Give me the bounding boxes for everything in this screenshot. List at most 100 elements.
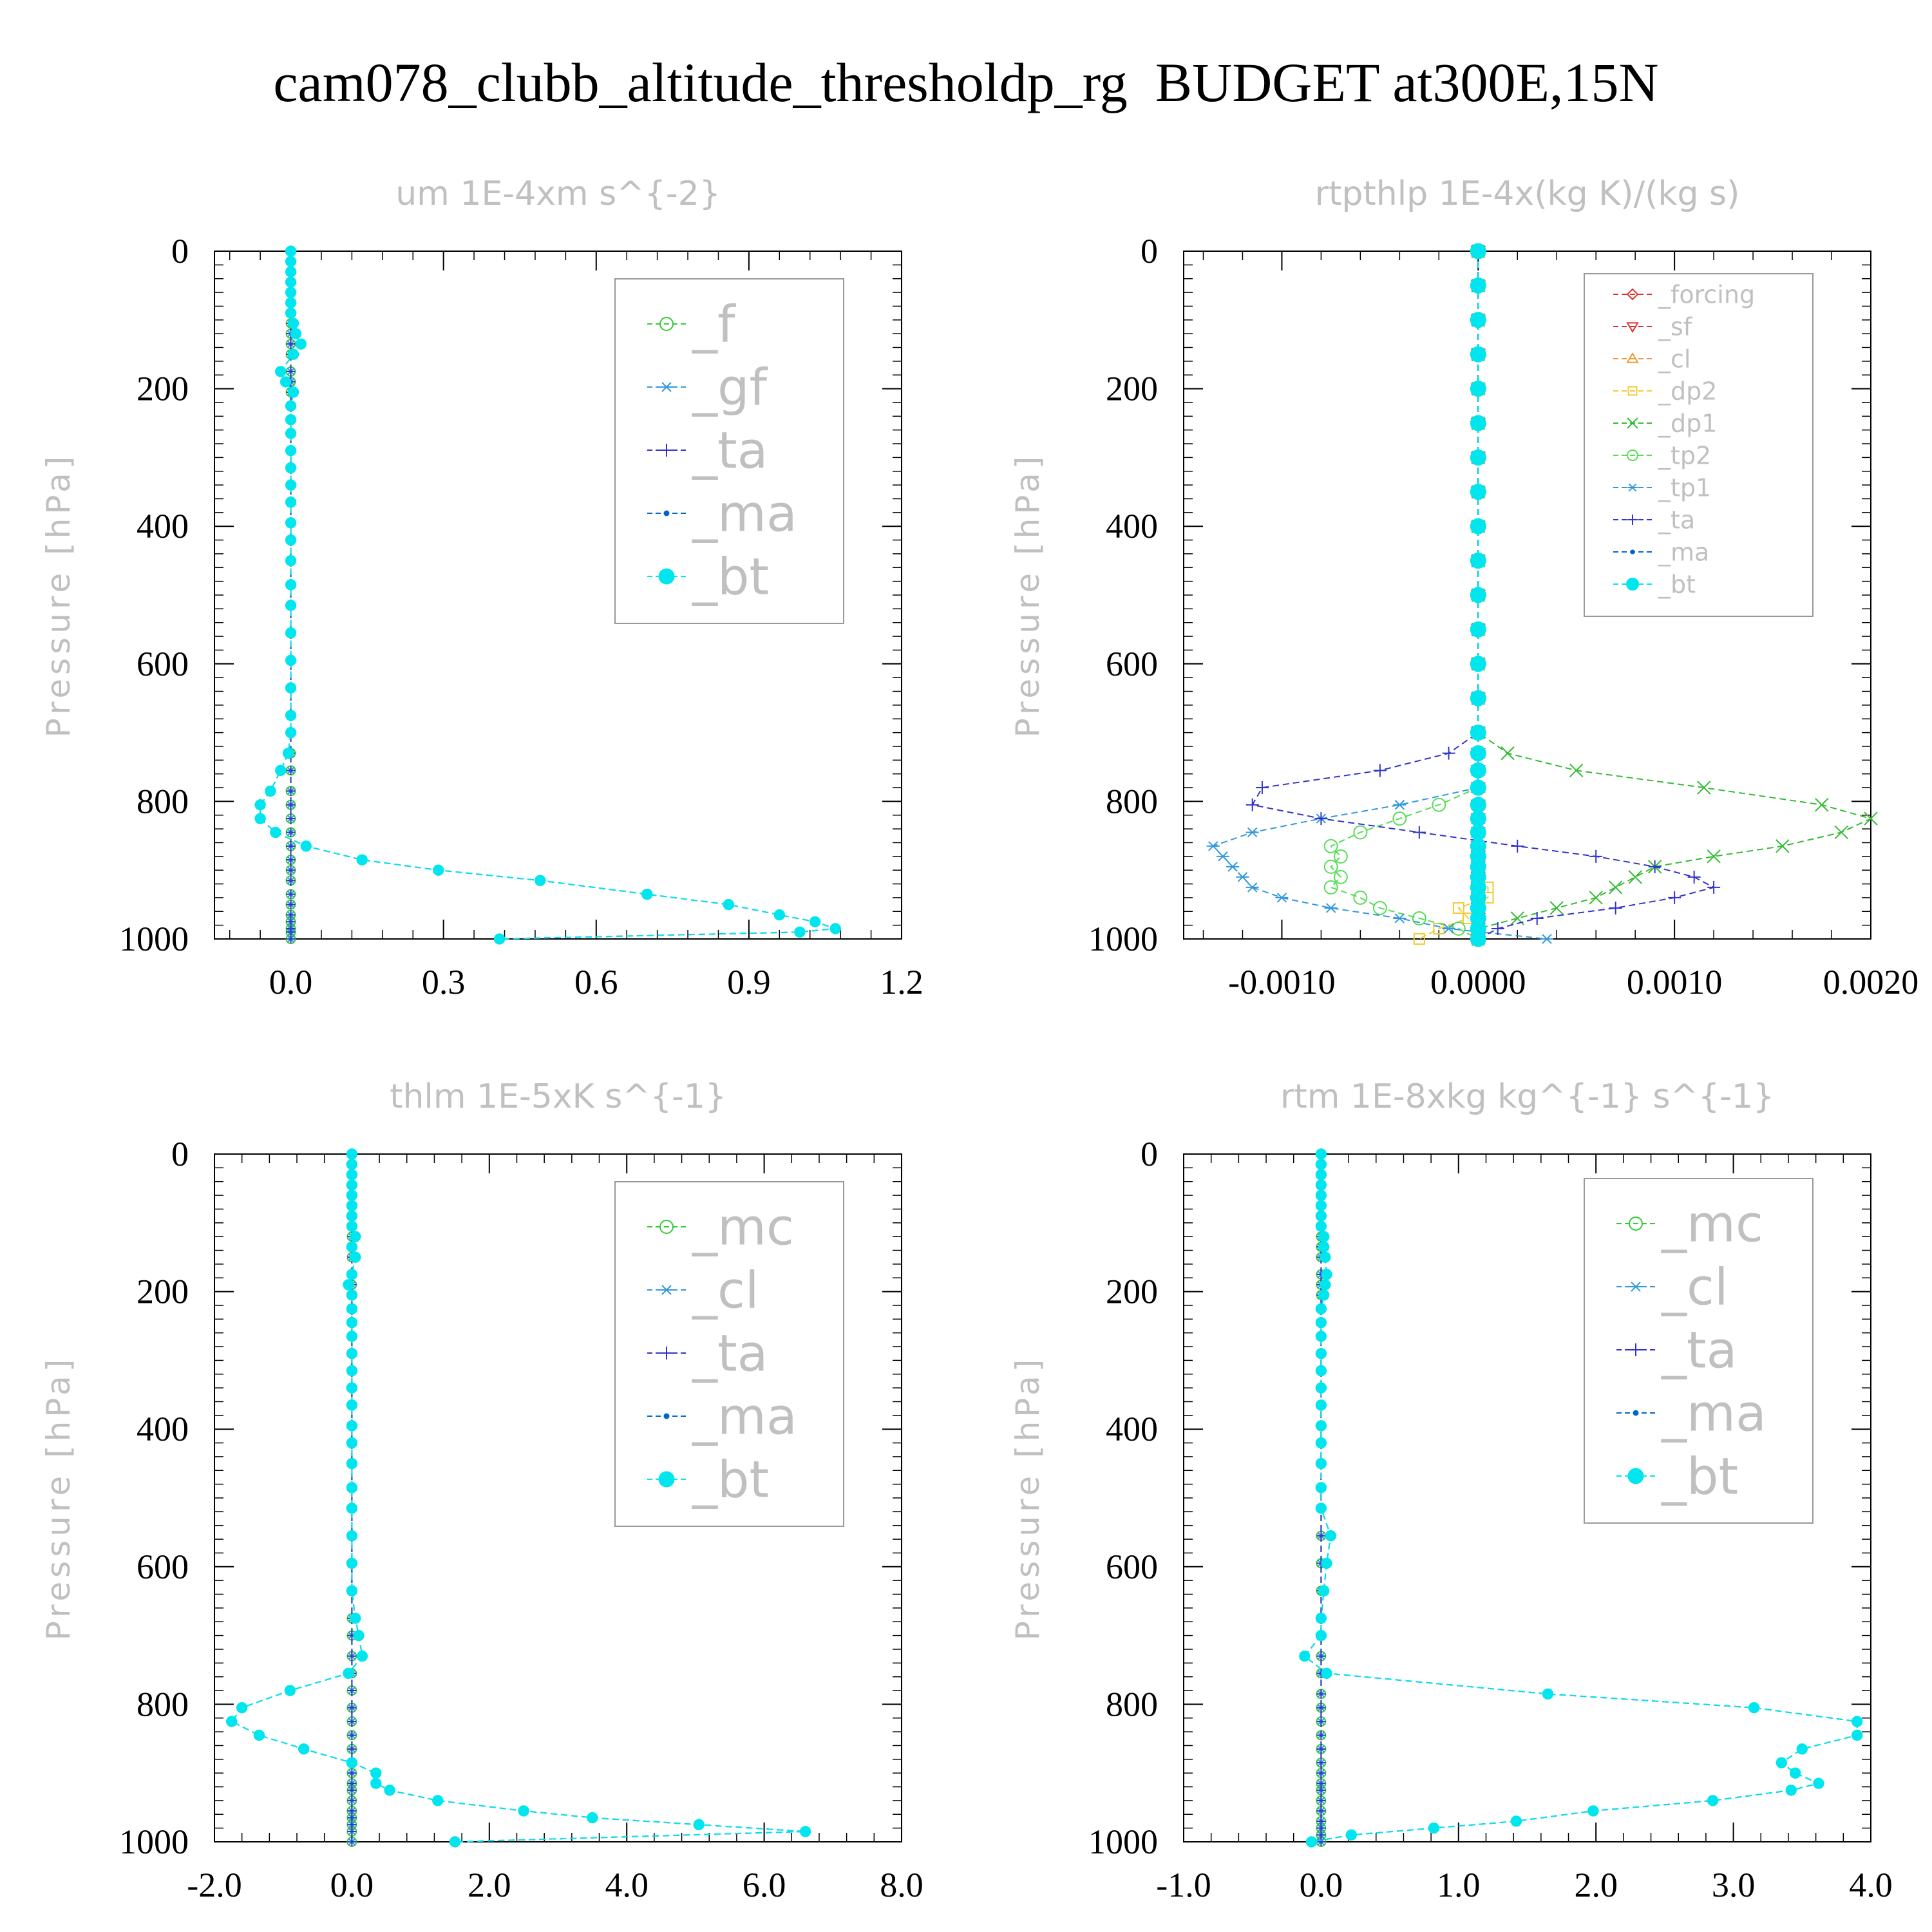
data-point — [587, 1812, 598, 1824]
data-point — [285, 600, 297, 611]
data-point — [1470, 415, 1486, 431]
legend-label: _cl — [692, 1262, 759, 1320]
y-axis-label: Pressure [hPa] — [40, 1356, 77, 1641]
chart-panel-2: 0 200 400 600 800 1000 -0.0010 0.0000 0.0010 0.00… — [1009, 175, 1918, 1001]
data-point — [1789, 1767, 1801, 1779]
legend: _forcing _sf _cl _dp2 _dp1 _tp2 _tp1 _ta _ma _bt — [1584, 273, 1814, 617]
data-point — [298, 1743, 310, 1755]
data-point — [1629, 1343, 1642, 1356]
data-point — [346, 1557, 358, 1569]
series-line — [1419, 251, 1489, 940]
data-point — [1785, 1785, 1797, 1796]
data-point — [1206, 841, 1220, 851]
panel-title: rtm 1E-8xkg kg^{-1} s^{-1} — [1280, 1077, 1774, 1116]
data-point — [1530, 911, 1544, 925]
data-point — [1470, 797, 1486, 813]
y-tick-label: 400 — [1106, 507, 1158, 545]
data-point — [275, 764, 287, 777]
legend-label: _bt — [692, 548, 769, 606]
data-point — [346, 1169, 358, 1180]
data-point — [285, 245, 297, 257]
data-point — [1452, 902, 1464, 914]
data-point — [1569, 763, 1584, 778]
x-tick-label: -2.0 — [187, 1866, 242, 1904]
legend-box — [614, 278, 844, 624]
data-point — [346, 1502, 358, 1514]
data-point — [236, 1702, 248, 1714]
data-point — [658, 1471, 675, 1488]
data-point — [1627, 1468, 1644, 1484]
data-point — [1315, 1159, 1327, 1170]
data-point — [1345, 1829, 1358, 1841]
data-point — [1587, 1805, 1599, 1817]
data-point — [693, 1819, 705, 1830]
x-tick-label: 4.0 — [605, 1866, 649, 1904]
data-point — [794, 926, 806, 938]
data-point — [1316, 1717, 1326, 1727]
data-point — [356, 854, 368, 866]
series-tp1 — [1206, 246, 1553, 944]
data-point — [1796, 1743, 1808, 1755]
data-point — [659, 317, 674, 331]
x-tick-label: 6.0 — [743, 1866, 786, 1904]
data-point — [300, 840, 312, 852]
data-point — [658, 568, 675, 585]
data-point — [1325, 1530, 1337, 1542]
data-point — [285, 400, 297, 412]
legend-box — [1584, 273, 1814, 617]
data-point — [347, 1730, 357, 1740]
x-tick-label: 2.0 — [468, 1866, 511, 1904]
data-point — [1470, 346, 1486, 363]
data-point — [346, 1331, 358, 1342]
data-point — [286, 900, 296, 909]
data-point — [1470, 762, 1486, 779]
legend-label: _dp2 — [1658, 377, 1717, 405]
y-tick-label: 800 — [1106, 782, 1158, 820]
data-point — [1412, 911, 1426, 925]
data-point — [1315, 1179, 1327, 1191]
data-point — [1470, 690, 1486, 706]
data-point — [285, 654, 297, 667]
y-tick-label: 200 — [1106, 370, 1158, 408]
y-tick-label: 0 — [1141, 1135, 1158, 1173]
data-point — [1626, 352, 1639, 363]
data-point — [1316, 1758, 1326, 1768]
data-point — [1510, 1815, 1522, 1827]
series-bt — [1470, 243, 1486, 947]
data-point — [1316, 1795, 1326, 1805]
data-point — [265, 785, 276, 797]
legend-label: _bt — [1658, 570, 1696, 598]
data-point — [1315, 1210, 1327, 1222]
x-tick-label: 0.9 — [727, 963, 771, 1001]
data-point — [1707, 849, 1721, 864]
data-point — [225, 1716, 238, 1727]
data-point — [1318, 1585, 1330, 1596]
data-point — [1315, 1365, 1327, 1377]
data-point — [1305, 1836, 1318, 1848]
data-point — [1491, 922, 1504, 935]
series-line — [231, 1154, 806, 1842]
data-point — [286, 828, 296, 837]
data-point — [1316, 1531, 1326, 1540]
data-point — [1324, 903, 1338, 913]
x-tick-label: 3.0 — [1712, 1866, 1756, 1904]
data-point — [346, 1189, 358, 1201]
y-tick-label: 1000 — [1088, 920, 1158, 958]
data-point — [663, 1413, 670, 1419]
data-point — [370, 1767, 382, 1779]
legend-label: _tp2 — [1658, 441, 1711, 469]
y-tick-label: 0 — [1141, 232, 1158, 270]
y-tick-label: 600 — [137, 1548, 189, 1586]
data-point — [1315, 1420, 1327, 1432]
data-point — [663, 510, 670, 516]
data-point — [1323, 838, 1338, 853]
data-point — [1470, 724, 1486, 741]
data-point — [279, 376, 292, 388]
data-point — [1648, 860, 1662, 873]
data-point — [1393, 800, 1406, 810]
data-point — [350, 1613, 361, 1624]
data-point — [285, 462, 297, 474]
data-point — [350, 1251, 361, 1263]
data-point — [286, 889, 296, 899]
data-point — [286, 366, 296, 376]
